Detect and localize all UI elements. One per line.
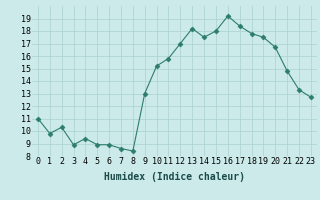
X-axis label: Humidex (Indice chaleur): Humidex (Indice chaleur): [104, 172, 245, 182]
